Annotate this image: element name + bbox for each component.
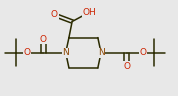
Text: O: O <box>51 10 58 19</box>
Text: N: N <box>62 48 69 57</box>
Text: N: N <box>98 48 104 57</box>
Text: O: O <box>123 62 130 71</box>
Text: O: O <box>40 34 47 43</box>
Text: OH: OH <box>83 8 97 17</box>
Text: O: O <box>24 48 31 57</box>
Text: O: O <box>139 48 146 57</box>
